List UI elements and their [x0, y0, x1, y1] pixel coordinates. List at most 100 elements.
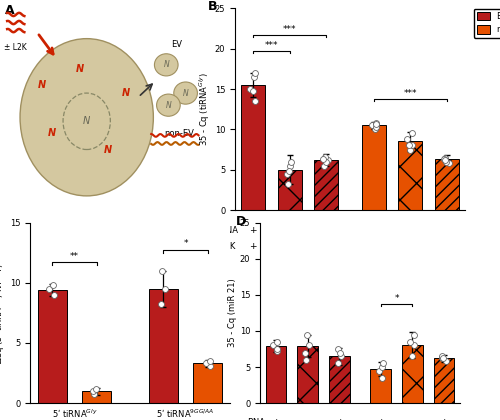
Bar: [298, 346, 318, 403]
Point: [440, 156, 448, 163]
Point: [304, 331, 312, 338]
Bar: [278, 170, 301, 210]
Point: [90, 390, 98, 397]
Text: N: N: [48, 129, 56, 139]
Bar: [329, 356, 349, 403]
Text: A: A: [5, 4, 15, 17]
Text: L2K: L2K: [220, 242, 236, 251]
Bar: [194, 363, 222, 403]
Text: *: *: [184, 239, 188, 249]
Point: [305, 342, 313, 349]
Point: [441, 154, 449, 161]
Point: [49, 282, 57, 289]
Bar: [398, 142, 422, 210]
Text: +: +: [250, 242, 257, 251]
Bar: [362, 125, 386, 210]
Point: [405, 142, 413, 149]
Text: ***: ***: [265, 41, 278, 50]
Point: [287, 158, 295, 165]
Point: [379, 360, 387, 367]
Point: [249, 87, 257, 94]
Text: -: -: [306, 417, 309, 420]
Point: [286, 162, 294, 169]
Point: [442, 157, 450, 163]
Text: N: N: [166, 101, 172, 110]
Text: ***: ***: [283, 25, 296, 34]
Text: N: N: [104, 144, 112, 155]
Point: [320, 162, 328, 169]
Text: ± L2K: ± L2K: [4, 43, 27, 52]
Text: -: -: [445, 242, 448, 251]
Text: EV: EV: [172, 40, 182, 49]
Point: [442, 158, 450, 165]
Point: [250, 74, 258, 80]
Point: [206, 362, 214, 369]
Point: [274, 348, 281, 354]
Text: +: +: [286, 242, 294, 251]
Bar: [314, 160, 338, 210]
Bar: [434, 358, 454, 403]
Bar: [149, 289, 178, 403]
Text: N: N: [182, 89, 188, 97]
Text: RNA: RNA: [220, 226, 238, 235]
Legend: EV, non-EV: EV, non-EV: [474, 8, 500, 37]
Point: [376, 368, 384, 374]
Circle shape: [174, 82, 198, 104]
Text: N: N: [38, 80, 46, 90]
Text: N: N: [83, 116, 90, 126]
Point: [406, 339, 414, 345]
Point: [410, 342, 418, 349]
Text: D: D: [236, 215, 246, 228]
Text: +: +: [250, 226, 257, 235]
Point: [378, 375, 386, 381]
Ellipse shape: [20, 39, 154, 196]
Point: [438, 355, 446, 362]
Text: *: *: [394, 294, 399, 303]
Point: [302, 357, 310, 363]
Point: [408, 130, 416, 137]
Point: [408, 142, 416, 149]
Point: [286, 168, 294, 175]
Text: **: **: [70, 252, 79, 260]
Bar: [38, 290, 66, 403]
Point: [301, 349, 309, 356]
Text: -: -: [324, 242, 328, 251]
Point: [202, 360, 210, 367]
Point: [270, 342, 278, 349]
Bar: [435, 159, 458, 210]
Point: [284, 181, 292, 188]
Point: [92, 386, 100, 392]
Point: [206, 358, 214, 365]
Text: RNA: RNA: [248, 417, 266, 420]
Point: [372, 123, 380, 130]
Bar: [402, 345, 422, 403]
Bar: [242, 85, 265, 210]
Point: [324, 157, 332, 163]
Bar: [266, 346, 286, 403]
Point: [334, 346, 342, 352]
Point: [408, 353, 416, 360]
Point: [161, 286, 169, 292]
Point: [157, 301, 165, 308]
Point: [336, 353, 344, 360]
Point: [372, 126, 380, 133]
Point: [442, 358, 450, 365]
Point: [272, 339, 280, 345]
Point: [378, 364, 386, 370]
Text: +: +: [377, 417, 384, 420]
Text: -: -: [411, 417, 414, 420]
Text: N: N: [122, 88, 130, 98]
Text: +: +: [272, 417, 280, 420]
Text: N: N: [164, 60, 169, 69]
Text: non-EV: non-EV: [164, 129, 194, 138]
Y-axis label: 35 - Cq (miR 21): 35 - Cq (miR 21): [228, 278, 237, 347]
Point: [438, 353, 446, 360]
Point: [336, 349, 344, 356]
Text: +: +: [440, 417, 448, 420]
Bar: [370, 369, 391, 403]
Circle shape: [156, 94, 180, 116]
Point: [250, 70, 258, 76]
Point: [320, 156, 328, 163]
Text: +: +: [322, 226, 330, 235]
Text: -: -: [408, 226, 412, 235]
